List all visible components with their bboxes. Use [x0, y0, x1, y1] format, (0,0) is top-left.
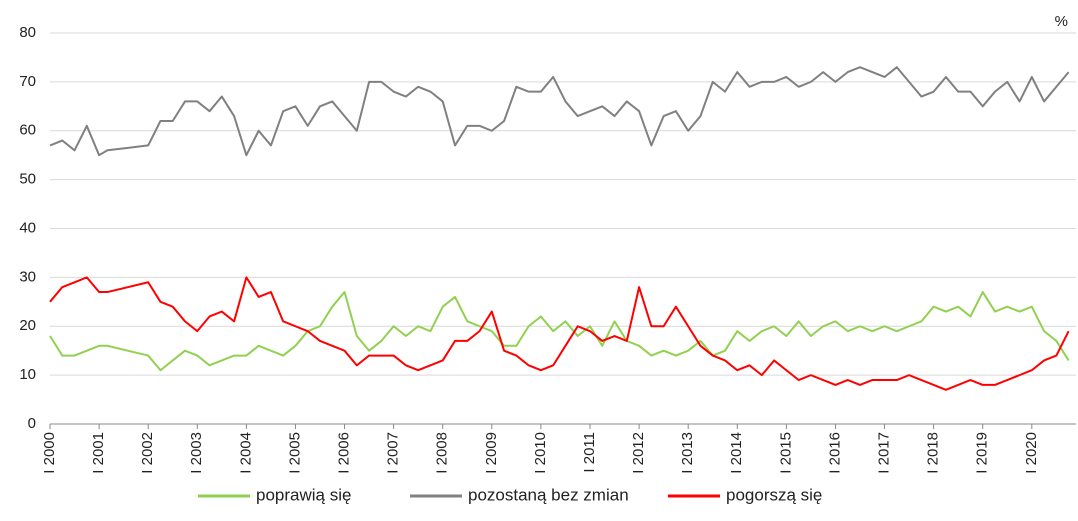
- x-tick-label: I 2012: [630, 432, 647, 474]
- x-tick-label: I 2010: [532, 432, 549, 474]
- x-tick-label: I 2011: [581, 432, 598, 473]
- x-tick-label: I 2018: [925, 432, 942, 474]
- y-tick-label: 70: [19, 73, 36, 90]
- x-tick-label: I 2000: [41, 432, 58, 474]
- x-tick-label: I 2016: [826, 432, 843, 474]
- y-tick-label: 10: [19, 366, 36, 383]
- y-tick-label: 50: [19, 171, 36, 188]
- x-tick-label: I 2019: [974, 432, 991, 474]
- x-tick-label: I 2008: [434, 432, 451, 474]
- y-tick-label: 80: [19, 24, 36, 41]
- x-tick-label: I 2013: [679, 432, 696, 474]
- y-tick-label: 40: [19, 219, 36, 236]
- x-tick-label: I 2005: [286, 432, 303, 474]
- x-tick-label: I 2006: [336, 432, 353, 474]
- x-tick-label: I 2003: [188, 432, 205, 474]
- legend-label: pogorszą się: [726, 485, 822, 504]
- legend-label: pozostaną bez zmian: [468, 485, 629, 504]
- y-tick-label: 60: [19, 122, 36, 139]
- x-tick-label: I 2002: [139, 432, 156, 474]
- series-line: [49, 291, 1070, 372]
- x-tick-label: I 2009: [483, 432, 500, 474]
- y-tick-label: 20: [19, 317, 36, 334]
- x-tick-label: I 2020: [1023, 432, 1040, 474]
- x-tick-label: I 2015: [777, 432, 794, 474]
- y-tick-label: 30: [19, 268, 36, 285]
- x-tick-label: I 2004: [237, 432, 254, 474]
- x-tick-label: I 2017: [876, 432, 893, 474]
- x-tick-label: I 2014: [728, 432, 745, 474]
- series-line: [49, 66, 1070, 157]
- unit-label: %: [1055, 13, 1068, 30]
- series-line: [49, 276, 1070, 391]
- x-tick-label: I 2007: [385, 432, 402, 474]
- y-tick-label: 0: [28, 415, 36, 432]
- x-tick-label: I 2001: [90, 432, 107, 474]
- legend-label: poprawią się: [256, 485, 351, 504]
